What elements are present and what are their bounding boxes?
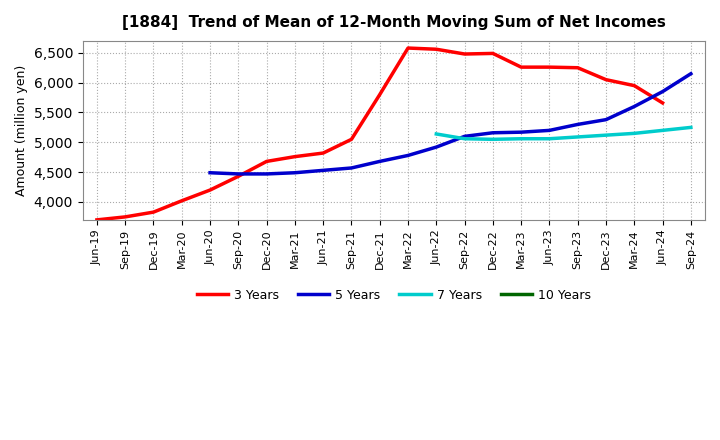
7 Years — [602, 132, 611, 138]
3 Years — [489, 51, 498, 56]
3 Years — [545, 65, 554, 70]
3 Years — [149, 209, 158, 215]
5 Years — [206, 170, 215, 176]
3 Years — [573, 65, 582, 70]
7 Years — [573, 134, 582, 139]
3 Years — [234, 174, 243, 179]
3 Years — [319, 150, 328, 156]
5 Years — [573, 122, 582, 127]
Legend: 3 Years, 5 Years, 7 Years, 10 Years: 3 Years, 5 Years, 7 Years, 10 Years — [192, 284, 596, 307]
7 Years — [658, 128, 667, 133]
5 Years — [517, 129, 526, 135]
3 Years — [404, 45, 413, 51]
5 Years — [687, 71, 696, 77]
7 Years — [545, 136, 554, 141]
3 Years — [658, 100, 667, 106]
7 Years — [460, 136, 469, 141]
5 Years — [319, 168, 328, 173]
Title: [1884]  Trend of Mean of 12-Month Moving Sum of Net Incomes: [1884] Trend of Mean of 12-Month Moving … — [122, 15, 666, 30]
3 Years — [460, 51, 469, 57]
Line: 3 Years: 3 Years — [97, 48, 662, 220]
5 Years — [262, 171, 271, 176]
3 Years — [602, 77, 611, 82]
5 Years — [602, 117, 611, 122]
Line: 7 Years: 7 Years — [436, 128, 691, 139]
5 Years — [489, 130, 498, 136]
3 Years — [630, 83, 639, 88]
3 Years — [347, 137, 356, 142]
5 Years — [630, 104, 639, 109]
3 Years — [206, 187, 215, 193]
3 Years — [177, 198, 186, 203]
5 Years — [375, 159, 384, 164]
3 Years — [93, 217, 102, 223]
Line: 5 Years: 5 Years — [210, 74, 691, 174]
5 Years — [234, 171, 243, 176]
5 Years — [291, 170, 300, 176]
5 Years — [460, 134, 469, 139]
7 Years — [630, 131, 639, 136]
3 Years — [375, 92, 384, 97]
5 Years — [545, 128, 554, 133]
3 Years — [517, 65, 526, 70]
7 Years — [517, 136, 526, 141]
5 Years — [347, 165, 356, 171]
7 Years — [432, 131, 441, 136]
3 Years — [432, 47, 441, 52]
5 Years — [404, 153, 413, 158]
7 Years — [489, 137, 498, 142]
7 Years — [687, 125, 696, 130]
3 Years — [291, 154, 300, 159]
3 Years — [121, 214, 130, 220]
5 Years — [658, 89, 667, 94]
5 Years — [432, 144, 441, 150]
3 Years — [262, 159, 271, 164]
Y-axis label: Amount (million yen): Amount (million yen) — [15, 65, 28, 196]
